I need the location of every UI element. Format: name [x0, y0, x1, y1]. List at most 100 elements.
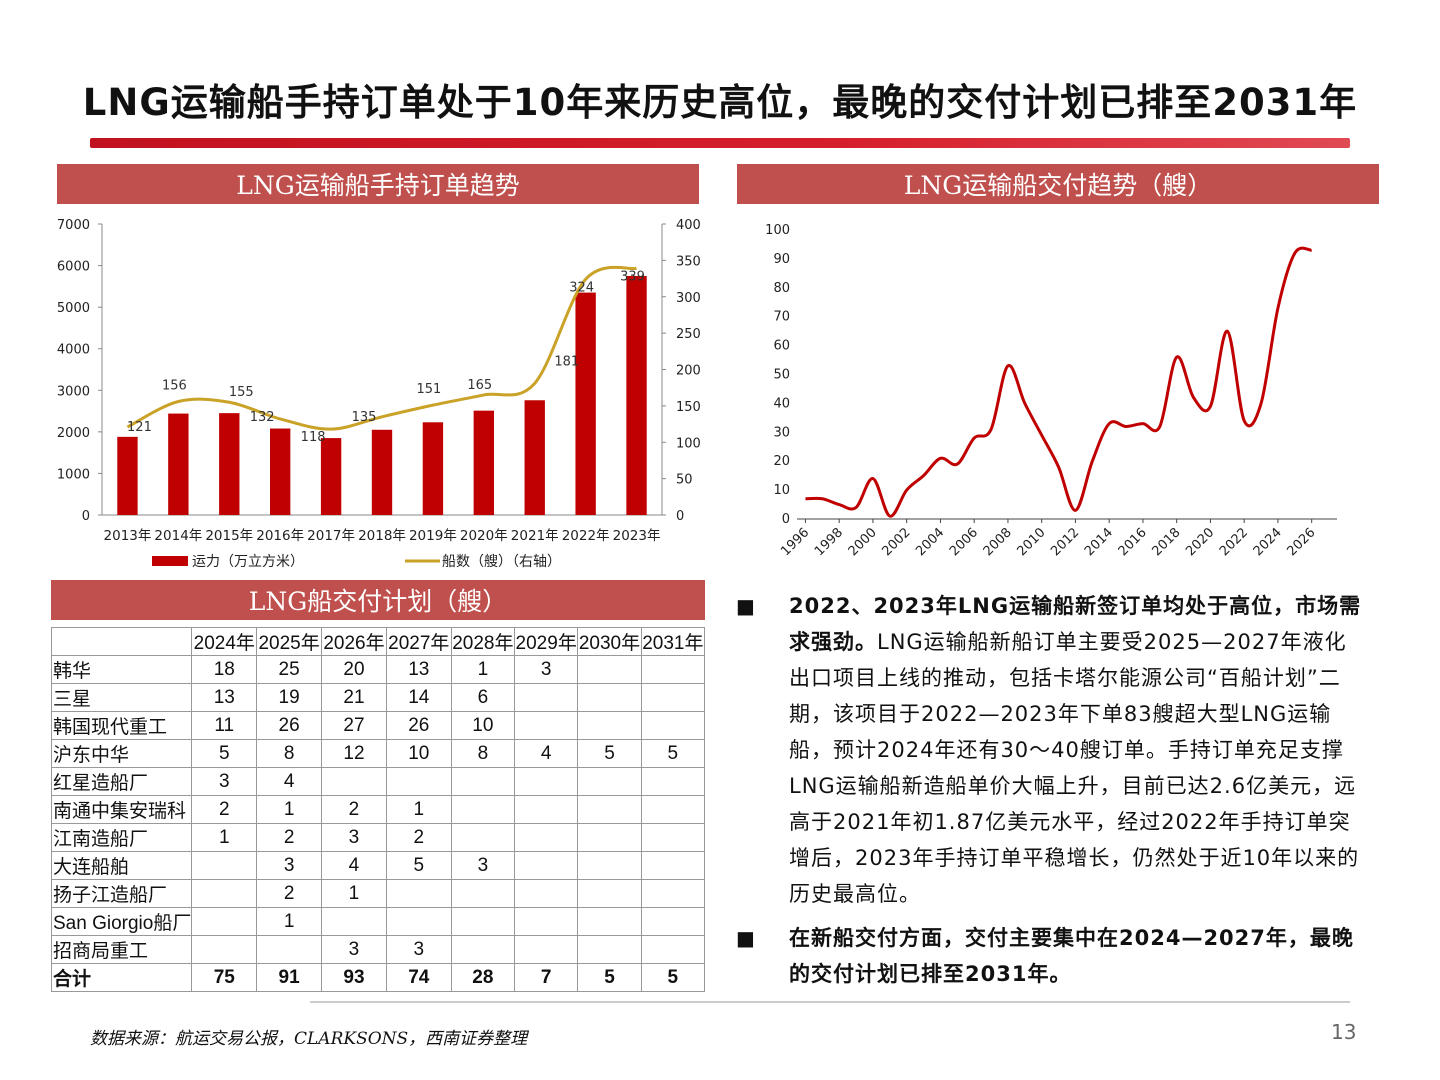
ship-count-label: 165	[467, 378, 492, 393]
legend-line-label: 船数（艘）（右轴）	[442, 554, 561, 570]
shipyard-name-cell: San Giorgio船厂	[50, 907, 193, 936]
y-tick-label: 50	[773, 368, 790, 383]
delivery-count-cell	[450, 907, 516, 936]
delivery-count-cell: 2	[191, 795, 258, 824]
ship-count-label: 155	[229, 385, 254, 400]
x-tick-label: 2004	[913, 525, 947, 559]
delivery-count-cell	[514, 683, 579, 712]
delivery-count-cell: 5	[640, 963, 706, 992]
y-tick-label: 0	[782, 512, 790, 527]
x-tick-label: 2024	[1251, 525, 1285, 559]
y-tick-label: 80	[773, 281, 790, 296]
table-header-year: 2027年	[385, 627, 452, 656]
delivery-count-cell: 2	[256, 823, 323, 852]
delivery-count-cell: 8	[450, 739, 516, 768]
right-tick-label: 200	[676, 364, 701, 379]
delivery-count-cell	[450, 767, 516, 796]
table-row: 韩华 18 25 20 13 1 3	[50, 655, 706, 684]
delivery-count-cell: 27	[321, 711, 387, 740]
left-tick-label: 0	[82, 509, 90, 524]
delivery-count-cell	[577, 655, 642, 684]
delivery-count-cell: 4	[321, 851, 387, 880]
delivery-count-cell	[577, 683, 642, 712]
legend-bar-swatch	[152, 556, 188, 566]
table-header-year: 2026年	[321, 627, 387, 656]
x-tick-label: 2020年	[460, 528, 508, 544]
capacity-bar	[320, 438, 342, 515]
table-row: 扬子江造船厂 2 1	[50, 879, 706, 908]
ship-count-label: 324	[569, 280, 594, 295]
left-tick-label: 4000	[57, 343, 90, 358]
delivery-count-cell	[640, 907, 706, 936]
delivery-count-cell: 3	[385, 935, 452, 964]
x-tick-label: 2021年	[511, 528, 559, 544]
delivery-count-cell: 1	[256, 907, 323, 936]
shipyard-name-cell: 韩华	[50, 655, 193, 684]
y-tick-label: 60	[773, 339, 790, 354]
ship-count-label: 181	[554, 354, 579, 369]
delivery-count-cell	[640, 935, 706, 964]
shipyard-name-cell: 红星造船厂	[50, 767, 193, 796]
title-underline	[90, 138, 1350, 148]
delivery-count-cell: 4	[514, 739, 579, 768]
shipyard-name-cell: 合计	[50, 963, 193, 992]
shipyard-name-cell: 韩国现代重工	[50, 711, 193, 740]
delivery-count-cell	[450, 795, 516, 824]
page-title: LNG运输船手持订单处于10年来历史高位，最晚的交付计划已排至2031年	[82, 81, 1358, 124]
capacity-bar	[219, 413, 240, 515]
x-tick-label: 2006	[947, 525, 981, 559]
y-tick-label: 90	[773, 252, 790, 267]
delivery-count-cell: 5	[577, 739, 642, 768]
x-tick-label: 2014年	[154, 528, 202, 544]
bullet-bold-text: 在新船交付方面，交付主要集中在2024—2027年，最晚的交付计划已排至2031…	[789, 926, 1354, 986]
table-row: 南通中集安瑞科 2 1 2 1	[50, 795, 706, 824]
x-tick-label: 2014	[1082, 525, 1116, 559]
x-tick-label: 1996	[778, 525, 812, 559]
capacity-bar	[575, 292, 596, 515]
x-tick-label: 2013年	[104, 528, 152, 544]
delivery-count-cell	[514, 795, 579, 824]
bullet-square-icon: ■	[736, 594, 756, 618]
delivery-count-cell	[321, 767, 387, 796]
delivery-count-cell	[321, 907, 387, 936]
delivery-count-cell: 25	[256, 655, 323, 684]
delivery-count-cell: 2	[321, 795, 387, 824]
delivery-count-cell: 28	[450, 963, 516, 992]
left-tick-label: 1000	[57, 467, 90, 482]
capacity-bar	[270, 428, 291, 515]
delivery-count-cell	[640, 851, 706, 880]
x-tick-label: 2012	[1048, 525, 1082, 559]
right-tick-label: 350	[676, 254, 701, 269]
bullet-paragraph: ■ 在新船交付方面，交付主要集中在2024—2027年，最晚的交付计划已排至203…	[733, 920, 1363, 992]
delivery-count-cell: 20	[321, 655, 387, 684]
delivery-count-cell	[640, 655, 706, 684]
x-tick-label: 2020	[1183, 525, 1217, 559]
delivery-count-cell: 5	[385, 851, 452, 880]
shipyard-name-cell: 江南造船厂	[50, 823, 193, 852]
ship-count-label: 118	[301, 430, 326, 445]
ship-count-label: 151	[416, 382, 441, 397]
delivery-count-cell	[191, 907, 258, 936]
delivery-count-cell	[577, 907, 642, 936]
delivery-count-cell	[514, 879, 579, 908]
delivery-count-cell: 11	[191, 711, 258, 740]
x-tick-label: 2000	[846, 525, 880, 559]
ship-count-label: 132	[250, 410, 275, 425]
table-row: 大连船舶 3 4 5 3	[50, 851, 706, 880]
delivery-count-cell	[514, 767, 579, 796]
delivery-count-cell	[577, 711, 642, 740]
delivery-count-cell	[514, 823, 579, 852]
left-tick-label: 2000	[57, 426, 90, 441]
delivery-count-cell: 3	[450, 851, 516, 880]
orderbook-chart: 0 1000 2000 3000 4000 5000 6000 7000 0 50 100 150 20…	[57, 218, 701, 570]
delivery-count-cell: 5	[640, 739, 706, 768]
delivery-count-cell: 21	[321, 683, 387, 712]
delivery-count-cell	[577, 795, 642, 824]
delivery-count-cell: 13	[385, 655, 452, 684]
delivery-count-cell	[577, 935, 642, 964]
table-row: 沪东中华 5 8 12 10 8 4 5 5	[50, 739, 706, 768]
x-tick-label: 2010	[1015, 525, 1049, 559]
delivery-count-cell: 10	[385, 739, 452, 768]
capacity-bar	[371, 429, 393, 515]
